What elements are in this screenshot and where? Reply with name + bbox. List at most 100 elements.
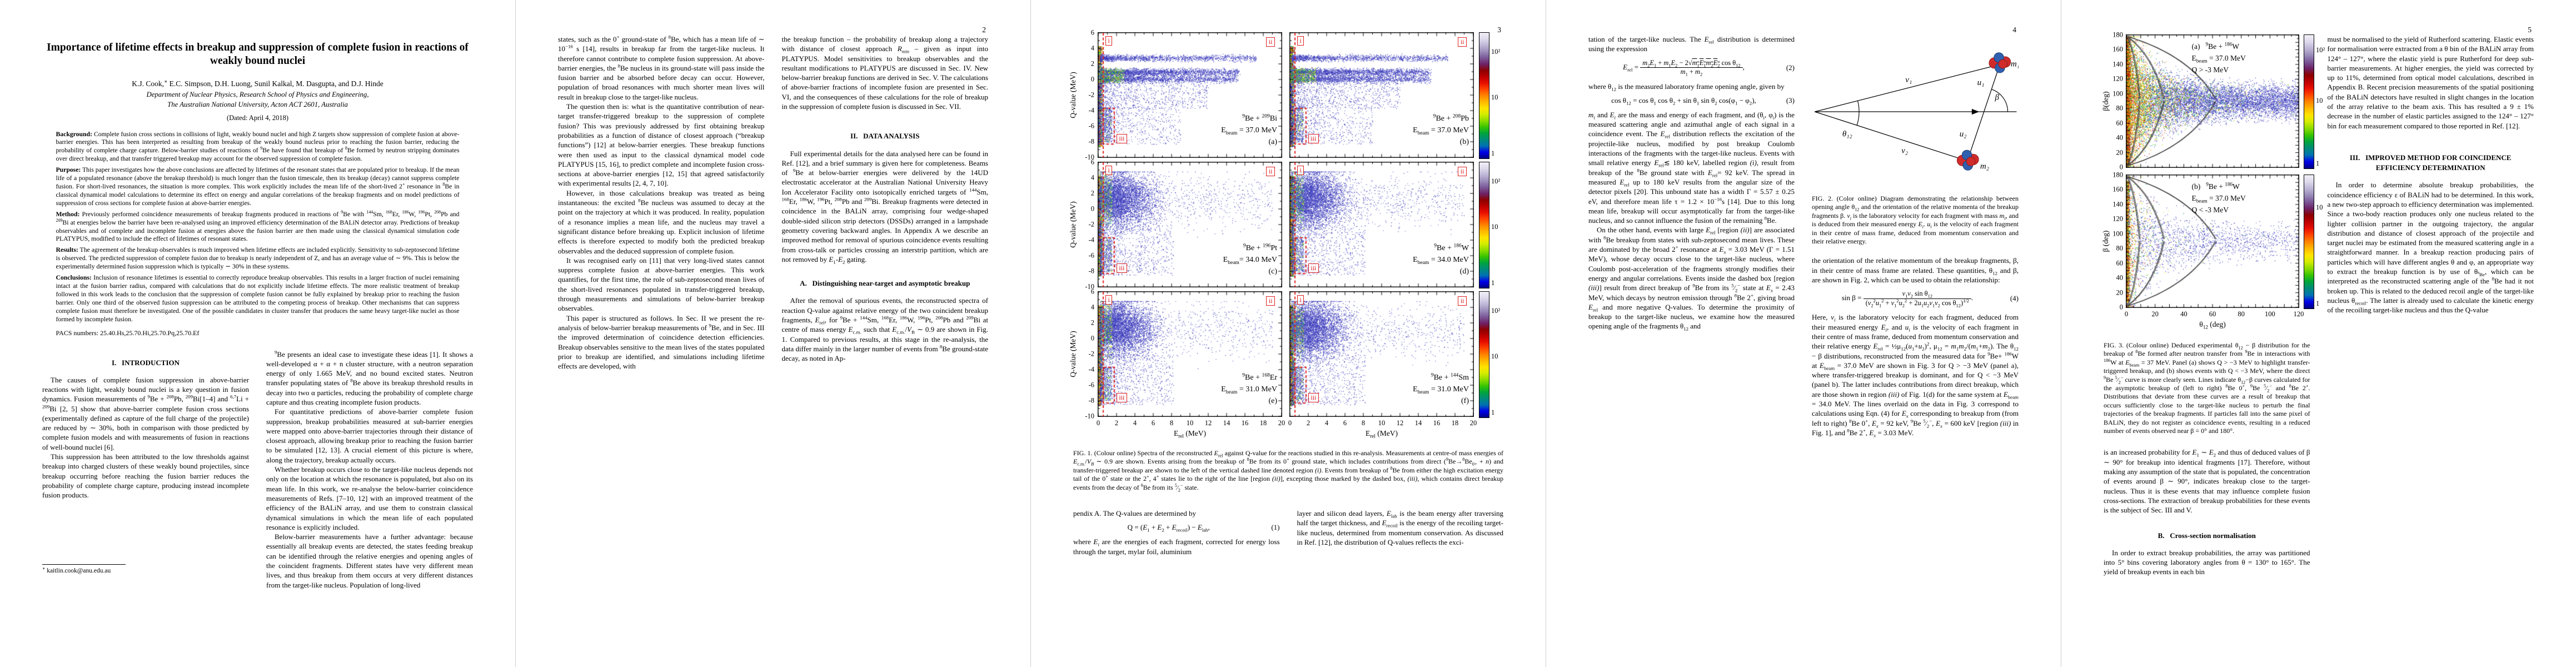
- colorbar-tick-label: 1: [1491, 150, 1495, 158]
- x-tick-label: 100: [2264, 310, 2275, 318]
- y-tick-label: 2: [1090, 59, 1094, 68]
- colorbar-tick-label: 10: [2316, 203, 2323, 211]
- x-tick-label: 18: [1451, 419, 1459, 427]
- arrowhead: [1971, 108, 1980, 115]
- paragraph: where Ei are the energies of each fragme…: [1073, 537, 1280, 556]
- colorbar-tick-label: 1: [1491, 409, 1495, 417]
- colorbar-tick-label: 10: [1491, 222, 1498, 231]
- subsection-heading-b: B. Cross-section normalisation: [2158, 531, 2256, 540]
- fraction: m2E1 + m1E2 − 2√m1E1m2E2 cos θ12 m1 + m2: [1640, 59, 1743, 77]
- footnote-email: ∗ kaitlin.cook@anu.edu.au: [42, 565, 111, 574]
- region-label-iii: iii: [1308, 393, 1319, 403]
- y-tick-label: 4: [1090, 173, 1094, 182]
- page-number: 4: [2012, 26, 2016, 34]
- scatter-canvas: [2126, 34, 2299, 168]
- page4-left-column: tation of the target-like nucleus. The E…: [1588, 34, 1795, 437]
- equation-3: cos θ12 = cos θ1 cos θ2 + sin θ1 sin θ2 …: [1588, 96, 1795, 106]
- equation-body: cos θ12 = cos θ1 cos θ2 + sin θ1 sin θ2 …: [1611, 96, 1756, 106]
- y-tick-label: -8: [1088, 396, 1094, 405]
- equation-body: Q = (E1 + E2 + Erecoil) − Elab,: [1127, 523, 1210, 533]
- y-tick-label: 80: [2116, 104, 2124, 112]
- figure-2-caption: FIG. 2. (Color online) Diagram demonstra…: [1812, 195, 2019, 246]
- region-label-ii: ii: [1266, 167, 1275, 177]
- page3-columns: pendix A. The Q-values are determined by…: [1073, 509, 1503, 556]
- x-tick-label: 80: [2238, 310, 2245, 318]
- x-tick-label: 10: [1378, 419, 1386, 427]
- x-tick-label: 20: [2151, 310, 2159, 318]
- x-tick-label: 4: [1324, 419, 1329, 427]
- x-tick-label: 14: [1414, 419, 1422, 427]
- page2-right-column: the breakup function – the probability o…: [782, 34, 989, 371]
- y-tick-label: 180: [2112, 31, 2123, 39]
- region-label-i: i: [1297, 36, 1304, 46]
- theta12-label: θ₁₂: [1842, 130, 1852, 138]
- beta-label: β: [1994, 93, 1999, 102]
- y-tick-label: 0: [1090, 334, 1094, 342]
- v1-vector-line: [1815, 64, 2000, 112]
- y-tick-label: 6: [1090, 158, 1094, 166]
- y-tick-label: 4: [1090, 44, 1094, 52]
- x-tick-label: 8: [1361, 419, 1366, 427]
- page-5: 5 (a) 9Be + 186W Ebeam = 37.0 MeV Q > -3 Me…: [2061, 0, 2576, 667]
- y-tick-label: 6: [1090, 28, 1094, 37]
- fraction-numerator: v1v2 sin θ12: [1863, 290, 1971, 299]
- x-axis-title: Erel (MeV): [1173, 429, 1207, 439]
- paragraph: After the removal of spurious events, th…: [781, 296, 989, 363]
- region-label-i: i: [1105, 36, 1113, 46]
- fig3-colorbar-1: [2304, 34, 2314, 169]
- y-tick-label: 160: [2112, 45, 2123, 53]
- paragraph: The question then is: what is the quanti…: [558, 102, 765, 188]
- page1-right-column: 9Be presents an ideal case to investigat…: [266, 349, 473, 589]
- y-tick-label: 20: [2116, 148, 2124, 157]
- abstract-method: Method: Previously performed coincidence…: [56, 210, 460, 244]
- fig1-panel-f: i ii iii 9Be + 144Sm Ebeam = 31.0 MeV (f): [1289, 291, 1474, 417]
- y-tick-label: -6: [1088, 251, 1094, 260]
- abstract-conclusions: Conclusions: Inclusion of resonance life…: [56, 274, 460, 323]
- panel-annotation: 9Be + 196Pt Ebeam= 34.0 MeV (c): [1223, 243, 1277, 276]
- y-tick-label: -4: [1088, 106, 1094, 115]
- fig1-panel-b: i ii iii 9Be + 208Pb Ebeam = 37.0 MeV (b): [1289, 32, 1474, 158]
- y-axis-title: Q-value (MeV): [1069, 72, 1077, 118]
- paper-title: Importance of lifetime effects in breaku…: [47, 42, 469, 67]
- paragraph: In order to determine absolute breakup p…: [2327, 181, 2534, 315]
- x-tick-label: 0: [1288, 419, 1292, 427]
- abstract-lead: Purpose:: [56, 166, 81, 174]
- u2-label: u₂: [1960, 130, 1967, 138]
- region-label-i: i: [1105, 295, 1113, 305]
- page-1: Importance of lifetime effects in breaku…: [0, 0, 515, 667]
- page3-right-column: layer and silicon dead layers, Elab is t…: [1297, 509, 1504, 556]
- x-axis-title: θ12 (deg): [2199, 320, 2226, 330]
- region-label-i: i: [1105, 166, 1113, 176]
- fig1-panel-d: i ii iii 9Be + 186W Ebeam = 34.0 MeV (d): [1289, 162, 1474, 287]
- footnote: ∗ kaitlin.cook@anu.edu.au: [42, 564, 249, 581]
- paragraph: the orientation of the relative momentum…: [1812, 256, 2019, 285]
- figure-3-caption: FIG. 3. (Colour online) Deduced experime…: [2104, 341, 2310, 435]
- equation-number: (3): [1786, 96, 1795, 104]
- paragraph: layer and silicon dead layers, Elab is t…: [1297, 509, 1504, 546]
- y-tick-label: 40: [2116, 133, 2124, 142]
- fig3-panel-b: (b) 9Be + 186W Ebeam = 37.0 MeV Q < -3 MeV: [2126, 175, 2299, 308]
- figure-2-vector-diagram: v₁ v₂ u₁ u₂ θ₁₂ β m₁ m₂: [1815, 52, 2019, 171]
- y-tick-label: -8: [1088, 137, 1094, 146]
- figure-1-qvalue-erel-spectra: i ii iii 9Be + 209Bi Ebeam = 37.0 MeV (a) Q-va…: [1069, 28, 1503, 442]
- page-2: 2 states, such as the 0+ ground-state of…: [515, 0, 1030, 667]
- paragraph: 9Be presents an ideal case to investigat…: [266, 349, 473, 406]
- region-label-ii: ii: [1458, 296, 1467, 306]
- paragraph: must be normalised to the yield of Ruthe…: [2327, 35, 2534, 130]
- equation-body: sin β = v1v2 sin θ12 (v22u12 + v12u22 + 2…: [1812, 290, 2003, 307]
- panel-annotation: (a) 9Be + 186W Ebeam = 37.0 MeV Q > -3 MeV: [2191, 41, 2246, 74]
- paragraph: For quantitative predictions of above-ba…: [266, 407, 473, 464]
- page2-columns: states, such as the 0+ ground-state of 8…: [558, 34, 988, 371]
- x-tick-label: 12: [1396, 419, 1404, 427]
- fragment-cluster-m2: [1956, 150, 1979, 171]
- y-axis-title: β(deg): [2101, 91, 2110, 111]
- equation-4: sin β = v1v2 sin θ12 (v22u12 + v12u22 + 2…: [1812, 290, 2019, 307]
- m2-label: m₂: [1980, 162, 1989, 171]
- abstract-lead: Background:: [56, 130, 92, 138]
- y-tick-label: 4: [1090, 303, 1094, 311]
- y-tick-label: -6: [1088, 381, 1094, 389]
- fig1-panel-c: i ii iii 9Be + 196Pt Ebeam= 34.0 MeV (c): [1098, 162, 1282, 287]
- region-label-ii: ii: [1266, 296, 1275, 306]
- x-tick-label: 10: [1186, 419, 1194, 427]
- x-tick-label: 12: [1204, 419, 1212, 427]
